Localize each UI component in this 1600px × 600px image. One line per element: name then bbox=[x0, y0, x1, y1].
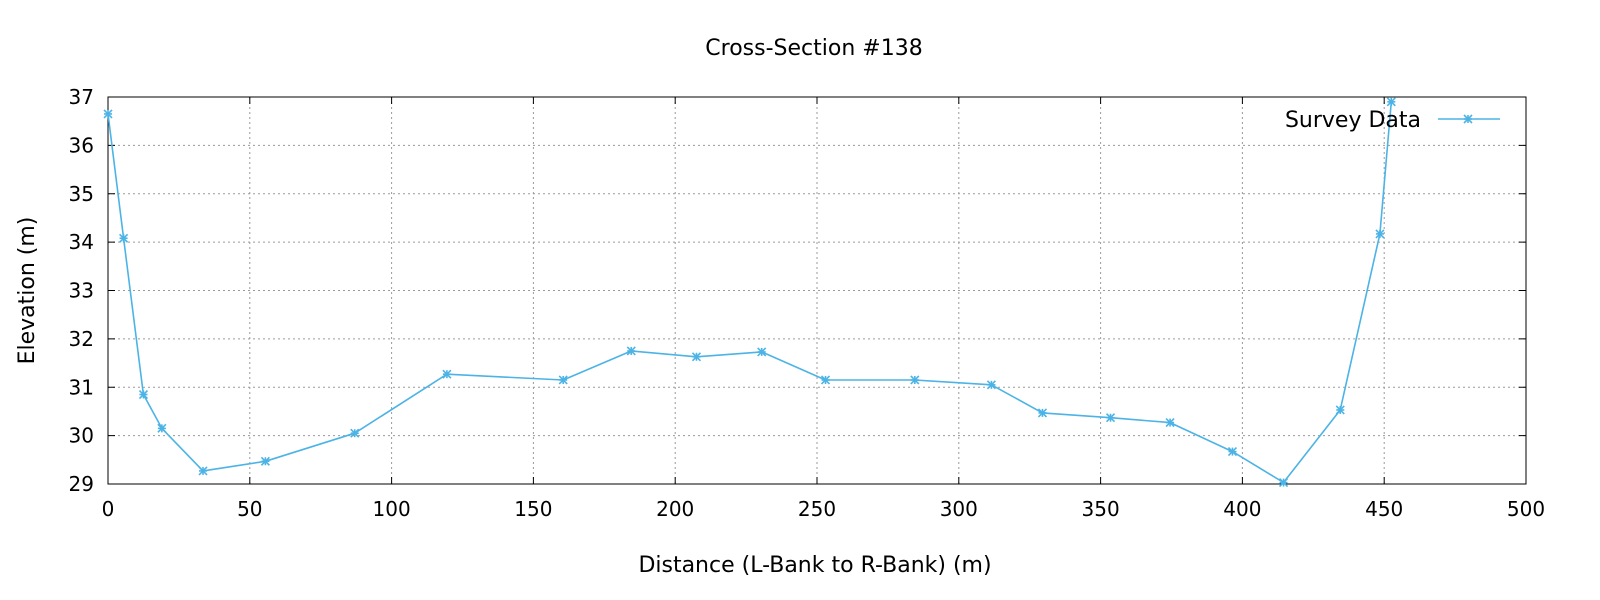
x-tick-label: 0 bbox=[102, 497, 115, 521]
x-tick-label: 50 bbox=[237, 497, 262, 521]
data-point-marker bbox=[198, 466, 208, 476]
x-tick-label: 150 bbox=[514, 497, 552, 521]
grid bbox=[108, 97, 1526, 484]
x-tick-label: 300 bbox=[940, 497, 978, 521]
x-tick-label: 500 bbox=[1507, 497, 1545, 521]
data-point-marker bbox=[558, 375, 568, 385]
y-tick-label: 37 bbox=[69, 85, 94, 109]
data-point-marker bbox=[1165, 417, 1175, 428]
data-point-marker bbox=[1227, 447, 1238, 457]
y-tick-label: 35 bbox=[69, 182, 94, 206]
series-line bbox=[107, 101, 1393, 484]
y-tick-label: 30 bbox=[69, 424, 94, 448]
x-tick-label: 250 bbox=[798, 497, 836, 521]
legend-marker bbox=[1463, 114, 1473, 124]
legend-marker-glyph bbox=[1463, 114, 1473, 124]
x-tick-label: 200 bbox=[656, 497, 694, 521]
x-tick-label: 100 bbox=[373, 497, 411, 521]
data-point-marker bbox=[138, 389, 149, 400]
y-tick-label: 33 bbox=[69, 279, 94, 303]
data-point-marker bbox=[986, 380, 996, 390]
y-tick-label: 29 bbox=[69, 472, 94, 496]
data-point-marker bbox=[1386, 97, 1396, 107]
axis-ticks: 0 50 100 150 200 250 300 350 400 450 500 29 30 31 32 33… bbox=[69, 85, 1546, 521]
x-tick-label: 450 bbox=[1365, 497, 1403, 521]
data-point-marker bbox=[119, 233, 129, 243]
chart-title: Cross-Section #138 bbox=[705, 36, 922, 61]
data-point-marker bbox=[1375, 229, 1385, 239]
x-tick-label: 350 bbox=[1082, 497, 1120, 521]
data-point-marker bbox=[1335, 405, 1345, 415]
data-point-marker bbox=[626, 346, 636, 356]
x-tick-label: 400 bbox=[1223, 497, 1261, 521]
data-point-marker bbox=[691, 352, 702, 362]
data-point-marker bbox=[1278, 477, 1289, 488]
data-point-marker bbox=[157, 423, 167, 433]
data-point-marker bbox=[260, 456, 270, 466]
data-point-marker bbox=[1037, 408, 1048, 418]
data-point-marker bbox=[103, 109, 113, 119]
legend-label: Survey Data bbox=[1285, 108, 1421, 133]
y-tick-label: 34 bbox=[69, 230, 94, 254]
data-point-marker bbox=[442, 369, 452, 379]
x-axis-title: Distance (L-Bank to R-Bank) (m) bbox=[638, 553, 991, 578]
legend: Survey Data bbox=[1285, 108, 1500, 133]
data-point-marker bbox=[1105, 413, 1116, 423]
data-point-marker bbox=[910, 375, 920, 385]
y-tick-label: 31 bbox=[69, 375, 94, 399]
y-tick-label: 32 bbox=[69, 327, 94, 351]
y-tick-label: 36 bbox=[69, 133, 94, 157]
data-point-marker bbox=[757, 347, 767, 357]
data-point-marker bbox=[350, 428, 360, 438]
data-point-marker bbox=[820, 375, 831, 385]
series-layer bbox=[103, 97, 1396, 488]
y-axis-title: Elevation (m) bbox=[15, 217, 40, 365]
